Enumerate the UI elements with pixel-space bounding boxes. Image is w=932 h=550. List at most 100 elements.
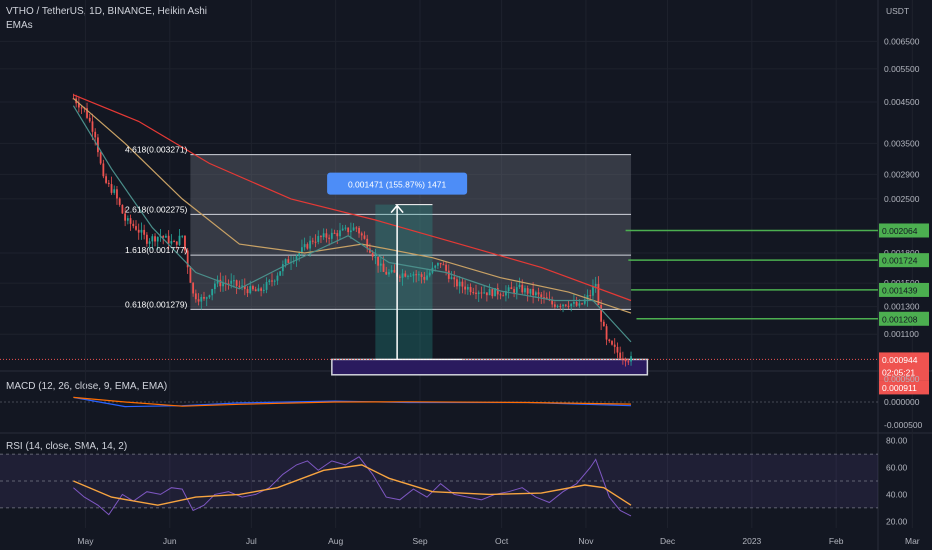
price-tick-label: 0.003500 [884,138,920,148]
candle-body [140,229,143,233]
fib-level-label: 0.618(0.001279) [125,299,188,309]
candle-body [529,288,532,294]
candle-body [409,275,412,277]
candle-body [314,241,317,243]
fib-level-label: 2.618(0.002275) [125,204,188,214]
candle-body [494,288,496,297]
candle-body [390,270,393,273]
candle-body [450,277,453,279]
candle-body [499,294,502,296]
candle-body [186,250,189,268]
candle-body [260,288,263,291]
candle-body [148,241,151,244]
candle-body [233,280,235,282]
candle-body [303,244,306,248]
candle-body [213,283,216,290]
macd-tick-label: 0.000000 [884,397,920,407]
candle-body [252,286,254,290]
candle-body [309,240,311,249]
candle-body [154,236,156,242]
candle-body [469,287,472,293]
candle-body [466,287,469,290]
candle-body [398,276,401,278]
candle-body [621,358,624,360]
candle-body [156,236,159,242]
price-tick-label: 0.004500 [884,97,920,107]
candle-body [328,237,331,239]
macd-signal-line [73,396,632,407]
price-tick-label: 0.001100 [884,329,919,339]
candle-body [434,265,437,268]
candle-body [181,235,184,237]
candle-body [605,326,608,340]
measure-zone [375,204,433,360]
candle-body [496,288,499,295]
candle-body [423,276,426,280]
candle-body [545,297,548,300]
candle-body [447,270,450,279]
resistance-tag [879,282,929,297]
candle-body [583,299,586,304]
candle-body [91,121,94,132]
candle-body [510,287,513,290]
candle-body [551,300,554,305]
candle-body [118,198,121,205]
candle-body [439,262,442,265]
candle-body [624,359,627,362]
time-tick-label: Feb [829,536,844,546]
candle-body [301,247,303,254]
candle-body [167,235,170,244]
candle-body [311,240,314,242]
candle-body [589,295,592,297]
candle-body [627,361,630,363]
measure-arrowhead [390,204,404,214]
candle-body [502,295,505,297]
candle-body [107,182,110,185]
rsi-tick-label: 80.00 [886,436,908,446]
candle-body [608,339,611,342]
candle-body [393,270,396,273]
candle-body [360,233,363,236]
candle-body [480,292,483,294]
candle-body [135,226,137,230]
candle-body [162,236,165,238]
indicator-label: EMAs [6,20,33,31]
candle-body [477,292,480,294]
rsi-ma-line [73,464,632,506]
candle-body [268,280,271,283]
price-tick-label: 0.006500 [884,36,920,46]
currency-label: USDT [886,6,909,16]
chart-title: VTHO / TetherUS, 1D, BINANCE, Heikin Ash… [6,6,207,17]
candle-body [415,274,418,276]
candle-body [630,356,632,362]
candle-body [464,286,467,290]
ema-fast-line [72,105,632,343]
candle-body [339,230,341,237]
candle-body [428,272,431,276]
candle-body [586,295,589,300]
candle-body [513,289,515,293]
candle-body [143,229,146,235]
candle-body [298,253,301,257]
fib-level-label: 1.618(0.001777) [125,245,188,255]
candle-body [532,288,535,296]
candle-body [230,280,233,284]
candle-body [249,286,252,294]
candle-body [613,344,616,347]
candle-body [352,227,355,231]
candle-body [219,279,222,287]
candle-body [276,275,279,281]
resistance-tag-label: 0.002064 [882,226,918,236]
candle-body [113,189,116,193]
candle-body [77,103,80,108]
candle-body [344,227,347,229]
candle-body [515,287,518,293]
resistance-tag [879,311,929,326]
candle-body [322,233,325,238]
candle-body [99,152,102,164]
candle-body [371,252,374,257]
candle-body [483,292,486,294]
candle-body [97,137,99,153]
candle-body [611,341,613,345]
